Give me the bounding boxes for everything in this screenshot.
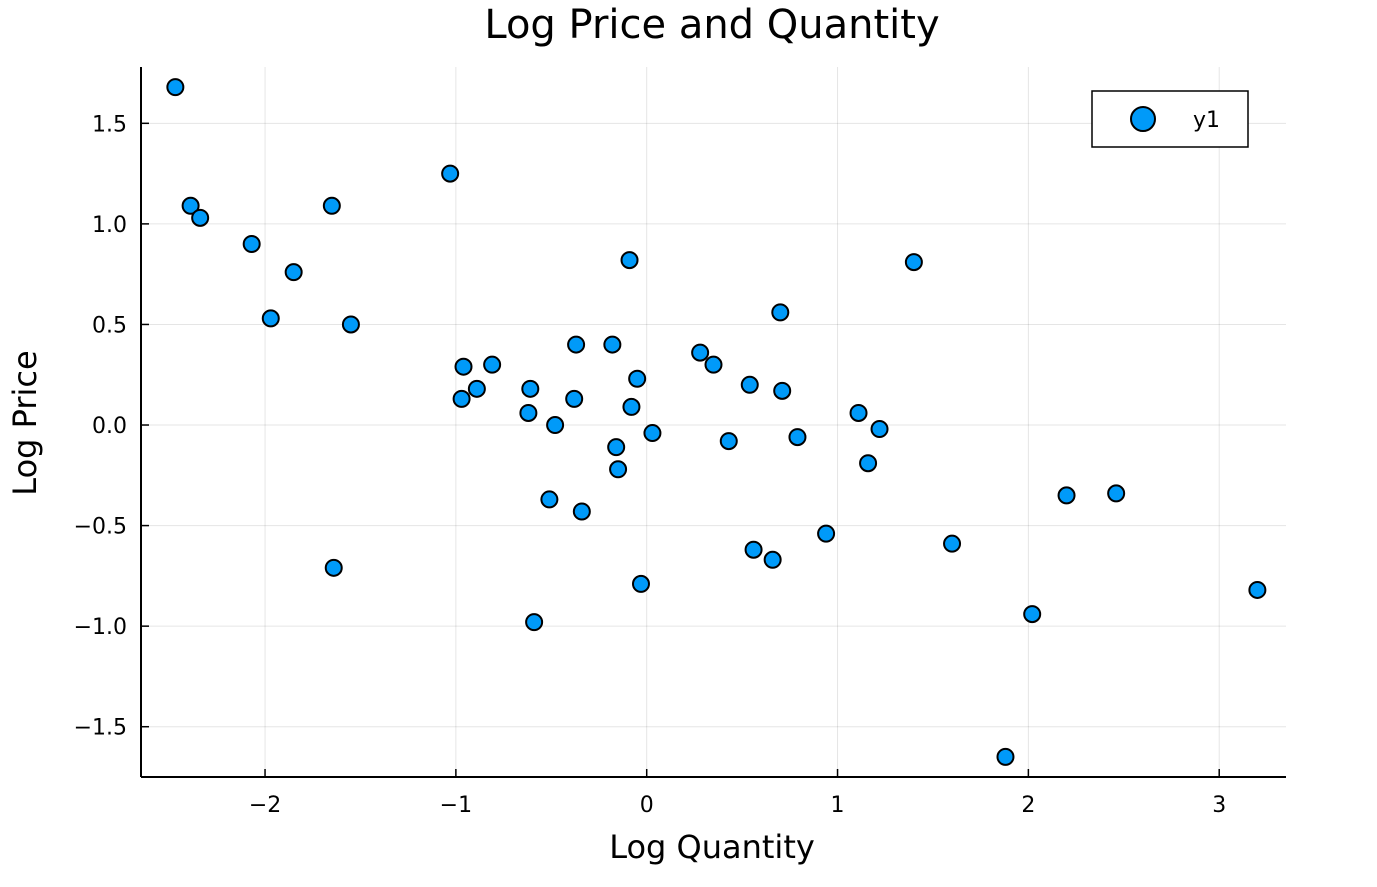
data-point xyxy=(719,432,738,451)
data-point xyxy=(324,558,343,577)
data-points xyxy=(166,78,1267,766)
data-point xyxy=(607,438,626,457)
x-tick-labels: −2 −1 0 1 2 3 xyxy=(249,793,1226,818)
data-point xyxy=(454,357,473,376)
data-point xyxy=(441,164,460,183)
x-tick-label: 3 xyxy=(1212,793,1226,818)
data-point xyxy=(242,234,261,253)
data-point xyxy=(904,253,923,272)
data-point xyxy=(643,424,662,443)
y-tick-label: 0.5 xyxy=(92,313,127,338)
data-point xyxy=(763,550,782,569)
data-point xyxy=(691,343,710,362)
y-tick-label: −1.0 xyxy=(74,615,127,640)
axes-layer xyxy=(140,67,1286,778)
data-point xyxy=(603,335,622,354)
data-point xyxy=(628,369,647,388)
data-point xyxy=(519,403,538,422)
data-point xyxy=(483,355,502,374)
data-point xyxy=(1248,580,1267,599)
x-tick-label: 0 xyxy=(640,793,654,818)
data-point xyxy=(620,251,639,270)
legend-box xyxy=(1091,90,1249,148)
data-point xyxy=(1023,605,1042,624)
y-tick-label: −0.5 xyxy=(74,515,127,540)
data-point xyxy=(943,534,962,553)
data-point xyxy=(773,381,792,400)
x-tick-label: 2 xyxy=(1021,793,1035,818)
data-point xyxy=(631,574,650,593)
y-tick-label: 0.0 xyxy=(92,414,127,439)
data-point xyxy=(870,420,889,439)
y-tick-label: 1.5 xyxy=(92,112,127,137)
data-point xyxy=(788,428,807,447)
data-point xyxy=(452,389,471,408)
data-point xyxy=(849,403,868,422)
data-point xyxy=(322,196,341,215)
data-point xyxy=(996,747,1015,766)
data-point xyxy=(521,379,540,398)
y-axis-label: Log Price xyxy=(6,350,44,495)
data-point xyxy=(817,524,836,543)
grid-layer xyxy=(141,67,1286,777)
data-point xyxy=(191,208,210,227)
data-point xyxy=(341,315,360,334)
data-point xyxy=(540,490,559,509)
data-point xyxy=(859,454,878,473)
x-tick-label: 1 xyxy=(831,793,845,818)
data-point xyxy=(1107,484,1126,503)
y-tick-label: −1.5 xyxy=(74,716,127,741)
x-tick-label: −2 xyxy=(249,793,281,818)
data-point xyxy=(567,335,586,354)
data-point xyxy=(771,303,790,322)
data-point xyxy=(572,502,591,521)
data-point xyxy=(546,416,565,435)
data-point xyxy=(740,375,759,394)
data-point xyxy=(565,389,584,408)
chart-title: Log Price and Quantity xyxy=(484,2,939,48)
x-axis-label: Log Quantity xyxy=(609,828,815,866)
data-point xyxy=(609,460,628,479)
data-point xyxy=(1057,486,1076,505)
x-tick-label: −1 xyxy=(440,793,472,818)
legend-label-y1: y1 xyxy=(1193,108,1220,133)
data-point xyxy=(467,379,486,398)
data-point xyxy=(622,397,641,416)
data-point xyxy=(261,309,280,328)
data-point xyxy=(166,78,185,97)
data-point xyxy=(744,540,763,559)
y-tick-label: 1.0 xyxy=(92,213,127,238)
data-point xyxy=(525,613,544,632)
y-tick-labels: −1.5 −1.0 −0.5 0.0 0.5 1.0 1.5 xyxy=(74,112,127,740)
legend-marker xyxy=(1130,106,1156,132)
data-point xyxy=(704,355,723,374)
data-point xyxy=(181,196,200,215)
data-point xyxy=(284,263,303,282)
legend: y1 xyxy=(1091,90,1249,148)
